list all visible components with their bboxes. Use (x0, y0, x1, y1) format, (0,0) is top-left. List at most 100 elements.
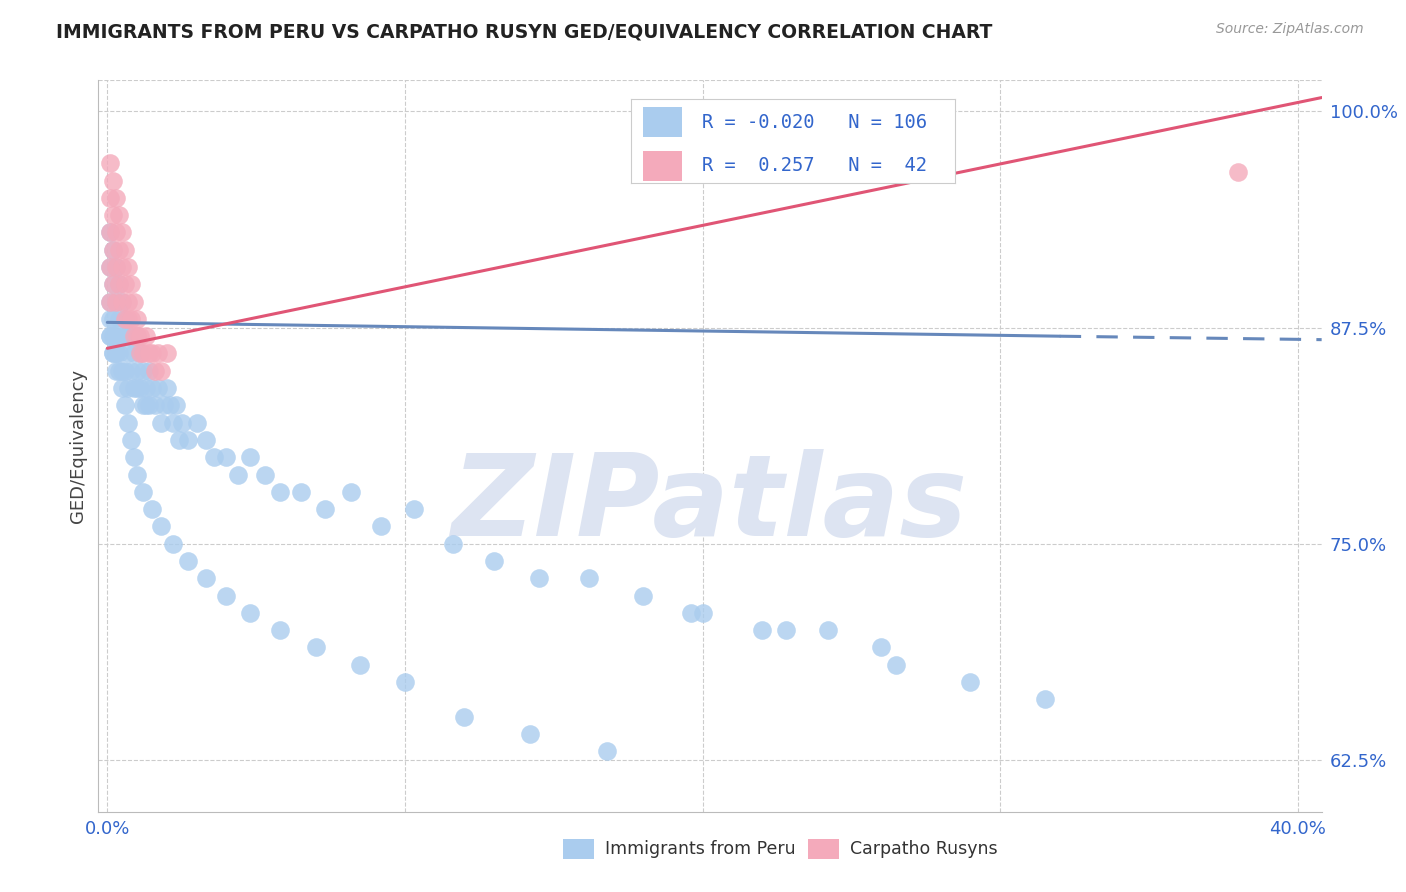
Point (114, 398, 136, 412)
Point (870, 640, 893, 655)
Point (117, 329, 139, 343)
Point (103, 243, 125, 257)
Point (129, 381, 152, 395)
Point (177, 554, 200, 568)
Point (105, 329, 128, 343)
Point (108, 346, 131, 360)
Point (692, 606, 714, 620)
Point (135, 398, 157, 412)
Point (103, 277, 125, 292)
Point (143, 398, 166, 412)
Point (127, 364, 149, 378)
Point (114, 277, 136, 292)
Point (143, 364, 166, 378)
Point (98, 156, 121, 170)
Point (159, 398, 181, 412)
Point (98, 260, 121, 274)
Point (162, 537, 184, 551)
Point (105, 191, 128, 205)
Point (149, 519, 172, 533)
Point (484, 554, 506, 568)
Point (340, 484, 363, 499)
Point (226, 467, 249, 482)
Point (108, 277, 131, 292)
Point (215, 589, 238, 603)
Point (111, 381, 134, 395)
Point (98, 294, 121, 309)
Point (103, 346, 125, 360)
Point (170, 416, 193, 430)
Point (775, 623, 797, 637)
Point (578, 571, 600, 585)
Point (1033, 692, 1056, 706)
Point (884, 657, 907, 672)
Point (194, 433, 217, 447)
Point (105, 260, 128, 274)
Point (194, 571, 217, 585)
Text: Carpatho Rusyns: Carpatho Rusyns (851, 840, 998, 858)
Point (153, 398, 176, 412)
Point (103, 243, 125, 257)
Point (204, 450, 226, 465)
Text: R = -0.020   N = 106: R = -0.020 N = 106 (702, 112, 927, 132)
Point (103, 329, 125, 343)
Point (117, 294, 139, 309)
Point (120, 277, 142, 292)
Point (117, 416, 139, 430)
Point (453, 709, 475, 723)
Point (239, 606, 262, 620)
Point (108, 364, 131, 378)
Point (105, 346, 128, 360)
Point (98, 191, 121, 205)
Point (127, 329, 149, 343)
Point (127, 312, 149, 326)
Point (105, 294, 128, 309)
Point (127, 329, 149, 343)
Point (146, 381, 169, 395)
Point (120, 364, 142, 378)
Point (122, 381, 145, 395)
Point (269, 623, 291, 637)
Point (141, 381, 163, 395)
Point (402, 502, 425, 516)
Text: Immigrants from Peru: Immigrants from Peru (606, 840, 796, 858)
Point (751, 623, 773, 637)
Point (370, 519, 392, 533)
Point (117, 260, 139, 274)
Point (114, 243, 136, 257)
Point (127, 467, 149, 482)
Point (111, 294, 134, 309)
Point (111, 329, 134, 343)
Point (105, 226, 128, 240)
Point (167, 433, 190, 447)
Point (290, 484, 312, 499)
Bar (644, 151, 682, 180)
Point (394, 675, 416, 690)
Point (98, 294, 121, 309)
Point (103, 208, 125, 222)
Point (108, 277, 131, 292)
Point (108, 243, 131, 257)
Point (177, 433, 200, 447)
Point (98, 260, 121, 274)
Text: Source: ZipAtlas.com: Source: ZipAtlas.com (1216, 22, 1364, 37)
Point (132, 364, 155, 378)
Point (98, 226, 121, 240)
Point (149, 364, 172, 378)
Point (959, 675, 981, 690)
Point (111, 226, 134, 240)
Text: R =  0.257   N =  42: R = 0.257 N = 42 (702, 156, 927, 176)
Text: IMMIGRANTS FROM PERU VS CARPATHO RUSYN GED/EQUIVALENCY CORRELATION CHART: IMMIGRANTS FROM PERU VS CARPATHO RUSYN G… (56, 22, 993, 41)
Point (631, 589, 654, 603)
Point (98, 329, 121, 343)
Point (111, 364, 134, 378)
Point (105, 294, 128, 309)
Point (129, 346, 152, 360)
Point (111, 260, 134, 274)
Point (117, 381, 139, 395)
Point (527, 571, 550, 585)
Point (122, 450, 145, 465)
Text: ZIPatlas: ZIPatlas (451, 449, 969, 560)
Point (135, 381, 157, 395)
Point (146, 346, 169, 360)
